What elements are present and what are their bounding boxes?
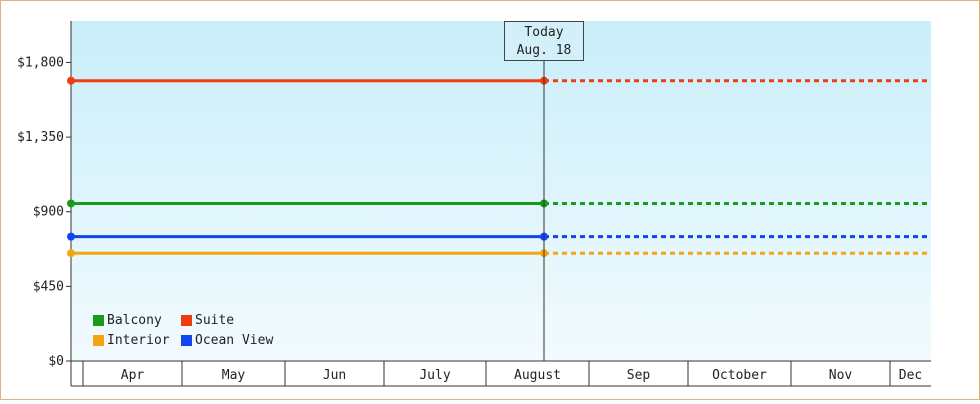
series-point — [67, 199, 75, 208]
y-tick-label: $1,350 — [17, 130, 64, 145]
plot-area — [71, 21, 931, 361]
x-tick-label: Apr — [121, 368, 145, 383]
x-tick-label: Jun — [323, 368, 346, 383]
legend-swatch — [93, 334, 104, 346]
legend-label: Interior — [107, 332, 170, 348]
today-label: Today — [524, 25, 564, 40]
y-axis: $0 $450 $900 $1,350 $1,800 — [17, 21, 72, 386]
today-date: Aug. 18 — [516, 43, 572, 58]
legend-label: Suite — [195, 312, 235, 328]
x-tick-label: May — [222, 368, 246, 383]
y-tick-label: $450 — [33, 279, 64, 294]
x-tick-label: Nov — [829, 368, 853, 383]
x-tick-label: August — [514, 368, 561, 383]
x-axis: Apr May Jun July August Sep October Nov Dec — [71, 360, 931, 387]
legend-label: Balcony — [107, 312, 162, 328]
legend-item: Ocean View — [181, 332, 291, 348]
x-tick-label: Sep — [627, 368, 651, 383]
y-tick-label: $0 — [48, 354, 64, 369]
legend-item: Interior — [93, 332, 181, 348]
series-point — [67, 76, 75, 85]
legend: Balcony Suite Interior Ocean View — [93, 312, 291, 348]
y-tick-label: $1,800 — [17, 55, 64, 70]
x-tick-label: July — [419, 368, 450, 383]
x-tick-label: Dec — [899, 368, 922, 383]
legend-label: Ocean View — [195, 332, 274, 348]
series-point — [67, 249, 75, 258]
legend-swatch — [181, 334, 192, 346]
legend-item: Suite — [181, 312, 291, 328]
x-tick-label: October — [712, 368, 767, 383]
series-layer — [67, 76, 931, 258]
legend-swatch — [93, 314, 104, 326]
legend-item: Balcony — [93, 312, 181, 328]
legend-swatch — [181, 314, 192, 326]
today-marker: Today Aug. 18 — [504, 21, 584, 61]
series-point — [67, 232, 75, 241]
y-tick-label: $900 — [33, 205, 64, 220]
